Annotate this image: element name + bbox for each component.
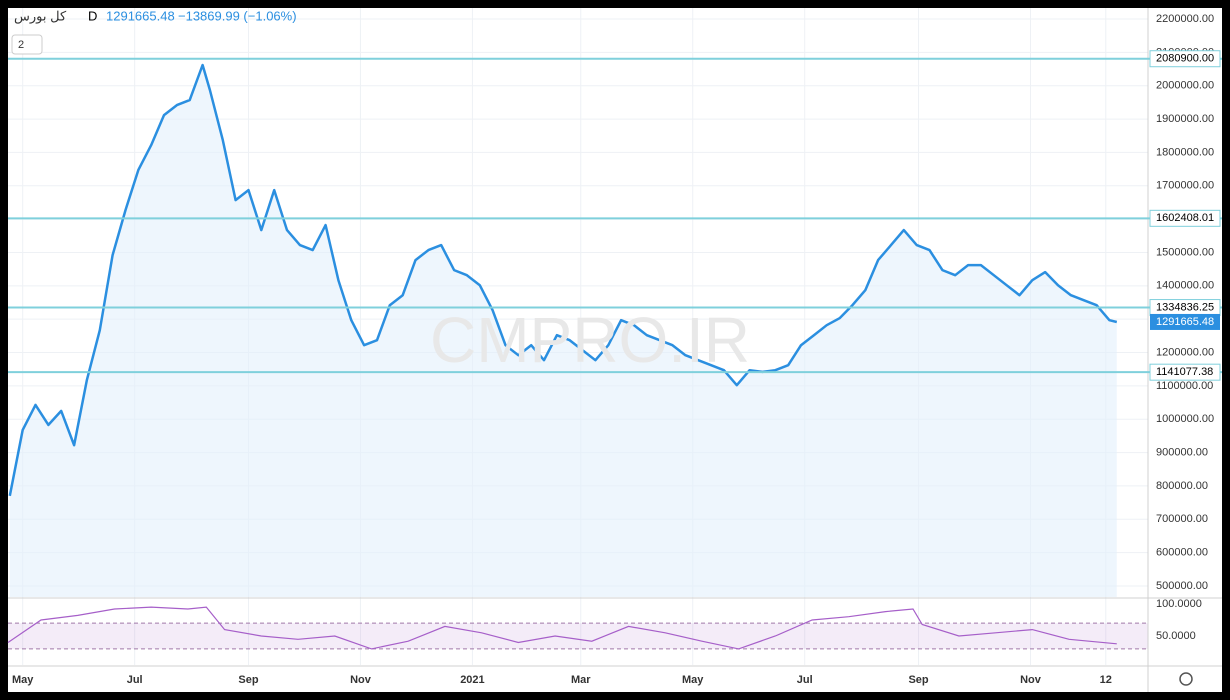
x-tick-label: Sep xyxy=(238,674,258,686)
x-tick-label: Sep xyxy=(908,674,928,686)
y-tick-label: 1400000.00 xyxy=(1156,280,1214,292)
y-tick-label: 1700000.00 xyxy=(1156,180,1214,192)
level-label: 1334836.25 xyxy=(1156,301,1214,313)
y-tick-label: 1100000.00 xyxy=(1156,380,1213,392)
last-price-label: 1291665.48 xyxy=(1156,316,1214,328)
y-tick-label: 500000.00 xyxy=(1156,580,1208,592)
y-tick-label: 2000000.00 xyxy=(1156,80,1214,92)
settings-icon[interactable] xyxy=(1179,672,1193,686)
y-tick-label: 1000000.00 xyxy=(1156,413,1214,425)
level-tag xyxy=(1149,209,1221,227)
plot xyxy=(7,8,1148,665)
y-tick-label: 1200000.00 xyxy=(1156,346,1214,358)
symbol: کل بورس xyxy=(14,8,67,24)
y-tick-label: 2200000.00 xyxy=(1156,13,1214,25)
level-label: 2080900.00 xyxy=(1156,53,1214,65)
level-label: 1602408.01 xyxy=(1156,212,1214,224)
area xyxy=(9,65,1117,597)
rsi-tick-label: 50.0000 xyxy=(1156,630,1196,642)
y-tick-label: 1800000.00 xyxy=(1156,146,1214,158)
x-tick-label: Mar xyxy=(571,674,591,686)
x-tick-label: 12 xyxy=(1100,674,1112,686)
y-tick-label: 700000.00 xyxy=(1156,513,1208,525)
y-tick-label: 800000.00 xyxy=(1156,480,1208,492)
level-label: 1141077.38 xyxy=(1156,366,1213,378)
price-line xyxy=(8,63,1118,497)
rsi-tick-label: 100.0000 xyxy=(1156,598,1202,610)
interval: D xyxy=(88,8,97,23)
x-tick-label: May xyxy=(12,674,34,686)
level-tag xyxy=(1149,50,1221,68)
x-tick-label: Jul xyxy=(797,674,813,686)
change: −13869.99 (−1.06%) xyxy=(178,8,297,23)
x-tick-label: Jul xyxy=(127,674,143,686)
rsi-line xyxy=(7,606,1117,650)
price: 1291665.48 xyxy=(106,8,175,23)
last-price-tag xyxy=(1150,313,1220,330)
y-tick-label: 1500000.00 xyxy=(1156,246,1214,258)
y-tick-label: 600000.00 xyxy=(1156,547,1208,559)
x-tick-label: Nov xyxy=(350,674,372,686)
layers-count[interactable]: 2 xyxy=(18,39,24,51)
x-tick-label: Nov xyxy=(1020,674,1042,686)
level-tag xyxy=(1149,363,1221,381)
watermark: CMPRO.IR xyxy=(430,304,750,376)
rsi-band xyxy=(8,623,1148,649)
x-tick-label: May xyxy=(682,674,704,686)
y-tick-label: 1900000.00 xyxy=(1156,113,1214,125)
x-tick-label: 2021 xyxy=(460,674,484,686)
y-tick-label: 900000.00 xyxy=(1156,446,1208,458)
layers-button[interactable] xyxy=(11,34,43,55)
